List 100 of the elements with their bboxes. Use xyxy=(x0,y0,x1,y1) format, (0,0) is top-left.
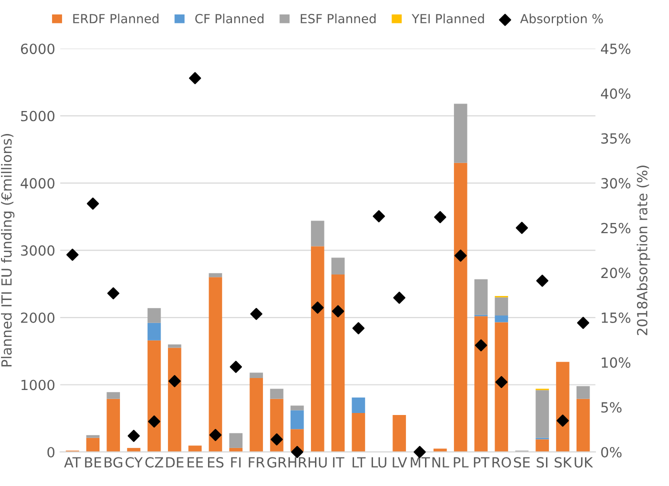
bar xyxy=(168,344,182,348)
y2-tick-label: 30% xyxy=(601,178,630,189)
y2-tick-label: 40% xyxy=(600,88,630,99)
point xyxy=(148,415,160,428)
point xyxy=(250,308,262,320)
x-tick-label: CY xyxy=(126,457,143,468)
bar xyxy=(188,446,202,452)
bar xyxy=(86,435,100,438)
bar xyxy=(208,277,222,452)
bar xyxy=(434,448,447,452)
point xyxy=(495,376,508,388)
bar xyxy=(148,322,161,340)
x-tick-label: IT xyxy=(333,457,344,468)
x-tick-label: RO xyxy=(492,457,511,468)
y2-tick-label: 10% xyxy=(602,357,630,368)
x-tick-label: HU xyxy=(308,457,327,468)
y2-tick-label: 20% xyxy=(601,268,630,278)
point xyxy=(312,302,324,314)
point xyxy=(454,250,467,262)
bar xyxy=(352,412,366,452)
x-tick-label: LT xyxy=(352,457,366,468)
y2-tick-label: 15% xyxy=(602,312,630,323)
legend-label: ESF Planned xyxy=(300,14,376,24)
x-tick-label: BE xyxy=(85,457,102,468)
point xyxy=(577,316,590,329)
y-tick-label: 5000 xyxy=(21,110,54,122)
bar xyxy=(331,274,345,452)
point xyxy=(332,305,344,318)
x-tick-label: FI xyxy=(231,457,241,468)
bar xyxy=(474,279,488,315)
bar xyxy=(290,410,304,430)
x-tick-label: PL xyxy=(454,457,469,468)
point xyxy=(128,430,140,442)
y2-tick-label: 25% xyxy=(601,222,630,234)
legend-label: ERDF Planned xyxy=(73,14,158,24)
x-tick-label: LU xyxy=(372,457,386,468)
bar xyxy=(392,415,406,452)
point xyxy=(107,287,120,300)
bar xyxy=(536,439,549,452)
y-tick-label: 6000 xyxy=(20,44,54,54)
bar xyxy=(250,378,263,452)
point xyxy=(188,72,202,84)
bar xyxy=(454,162,468,452)
bar xyxy=(106,392,120,399)
y2-tick-label: 5% xyxy=(601,402,622,413)
point xyxy=(393,292,406,304)
y-tick-label: 3000 xyxy=(21,245,54,256)
point xyxy=(474,339,488,352)
point xyxy=(66,248,79,261)
legend-label: Absorption % xyxy=(520,14,603,26)
point xyxy=(352,322,365,334)
bar xyxy=(536,390,549,438)
x-tick-label: UK xyxy=(574,457,594,468)
bar xyxy=(208,273,222,278)
point xyxy=(516,222,528,234)
bar xyxy=(86,438,100,452)
y-tick-label: 4000 xyxy=(20,178,54,189)
x-tick-label: GR xyxy=(267,457,287,468)
bar xyxy=(270,388,284,399)
point xyxy=(230,360,242,373)
point xyxy=(434,211,446,224)
bar xyxy=(168,348,182,452)
point xyxy=(270,433,283,446)
x-tick-label: AT xyxy=(64,457,81,468)
bar xyxy=(494,322,508,452)
x-tick-label: SE xyxy=(514,457,530,468)
legend-label: YEI Planned xyxy=(412,14,484,24)
y2-axis-title: 2018Absorption rate (%) xyxy=(636,166,650,336)
y-tick-label: 0 xyxy=(47,446,54,458)
point xyxy=(372,210,385,222)
bar xyxy=(148,340,161,452)
bar xyxy=(148,308,161,323)
x-tick-label: SI xyxy=(536,457,548,468)
x-tick-label: LV xyxy=(392,457,408,468)
bar xyxy=(229,433,243,448)
x-tick-label: HR xyxy=(288,457,307,468)
point xyxy=(86,198,99,210)
legend-label: CF Planned xyxy=(195,14,264,24)
bar xyxy=(494,316,508,322)
point xyxy=(536,274,548,287)
bar xyxy=(556,362,570,452)
x-tick-label: BG xyxy=(104,457,122,468)
bar xyxy=(310,220,324,246)
y-tick-label: 2000 xyxy=(21,312,54,323)
y-axis-title: Planned ITI EU funding (€millions) xyxy=(1,134,14,366)
y-tick-label: 1000 xyxy=(22,380,54,390)
point xyxy=(168,375,181,388)
bar xyxy=(352,398,366,413)
y2-tick-label: 0% xyxy=(601,446,622,458)
bar xyxy=(250,372,263,378)
x-tick-label: MT xyxy=(410,457,430,468)
bar xyxy=(290,406,304,410)
x-tick-label: CZ xyxy=(145,457,164,468)
x-tick-label: ES xyxy=(208,457,224,468)
x-tick-label: EE xyxy=(188,457,203,468)
x-tick-label: SK xyxy=(554,457,572,468)
bar xyxy=(454,104,468,163)
bar xyxy=(576,386,590,399)
bar xyxy=(331,258,345,274)
x-tick-label: FR xyxy=(248,457,265,468)
